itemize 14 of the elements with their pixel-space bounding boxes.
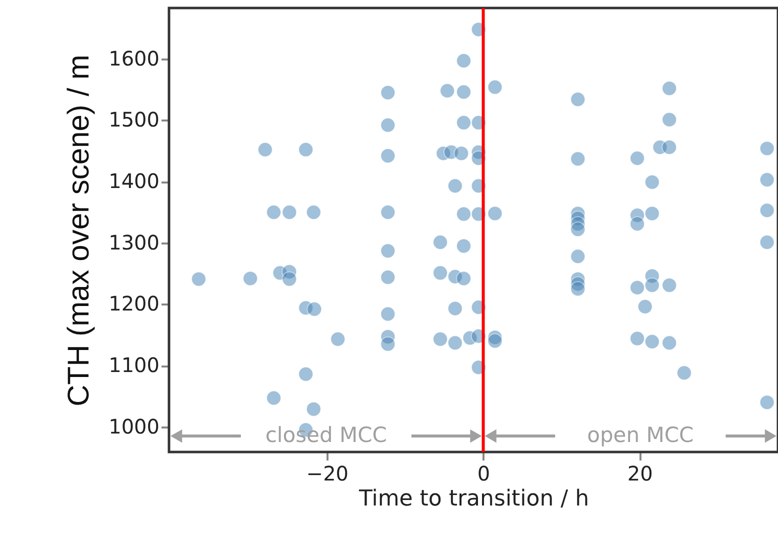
- y-axis-title: CTH (max over scene) / m: [62, 54, 96, 406]
- y-tick-label: 1600: [108, 46, 160, 70]
- x-tick-label: 0: [477, 462, 490, 486]
- y-tick-label: 1300: [108, 230, 160, 254]
- y-tick-label: 1500: [108, 108, 160, 132]
- y-tick-label: 1100: [108, 353, 160, 378]
- y-tick-label: 1400: [108, 169, 160, 194]
- annotation: open MCC: [587, 423, 694, 448]
- x-tick-label: 20: [627, 462, 653, 486]
- x-tick-label: −20: [306, 462, 349, 486]
- y-tick-label: 1200: [108, 292, 160, 316]
- annotation: closed MCC: [265, 423, 387, 448]
- x-axis-title: Time to transition / h: [358, 486, 590, 512]
- y-tick-label: 1000: [108, 414, 160, 438]
